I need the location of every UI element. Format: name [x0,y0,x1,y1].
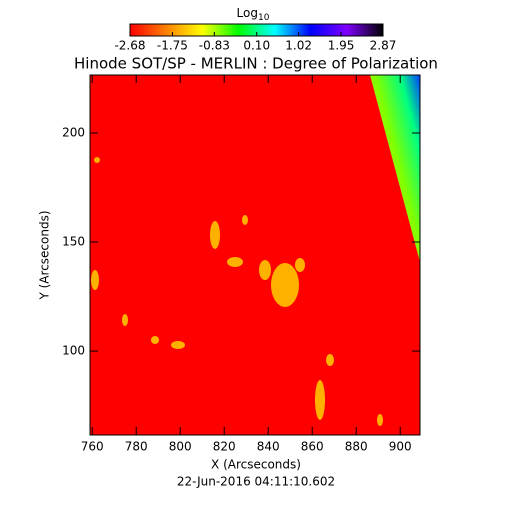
chart-title: Hinode SOT/SP - MERLIN : Degree of Polar… [74,55,438,73]
colorbar-label-main: Log [237,6,258,20]
colorbar-tick-label: 1.95 [328,39,355,53]
x-axis-label: X (Arcseconds) [211,458,301,472]
colorbar-label-sub: 10 [258,13,270,23]
colorbar-tick-label: -1.75 [157,39,188,53]
y-tick-label: 150 [62,235,85,249]
colorbar-tick-label: 0.10 [243,39,270,53]
footer: 22-Jun-2016 04:11:10.602 [177,475,335,489]
x-tick-label: 780 [125,440,148,454]
colorbar-tick-label: 1.02 [285,39,312,53]
x-tick-label: 800 [169,440,192,454]
x-tick-label: 880 [345,440,368,454]
x-tick-label: 900 [389,440,412,454]
colorbar-tick-label: -0.83 [199,39,230,53]
image-wedge [370,75,420,262]
x-tick-label: 840 [257,440,280,454]
image [90,75,420,435]
y-axis-label: Y (Arcseconds) [38,210,52,300]
y-tick-label: 100 [62,344,85,358]
colorbar-tick-label: 2.87 [370,39,397,53]
x-tick-label: 860 [301,440,324,454]
x-tick-label: 760 [81,440,104,454]
x-tick-label: 820 [213,440,236,454]
image-features [91,157,383,426]
colorbar-tick-label: -2.68 [114,39,145,53]
y-tick-label: 200 [62,126,85,140]
colorbar-label: Log10 [237,6,270,23]
plot-frame [89,74,421,436]
image-field [90,75,420,435]
